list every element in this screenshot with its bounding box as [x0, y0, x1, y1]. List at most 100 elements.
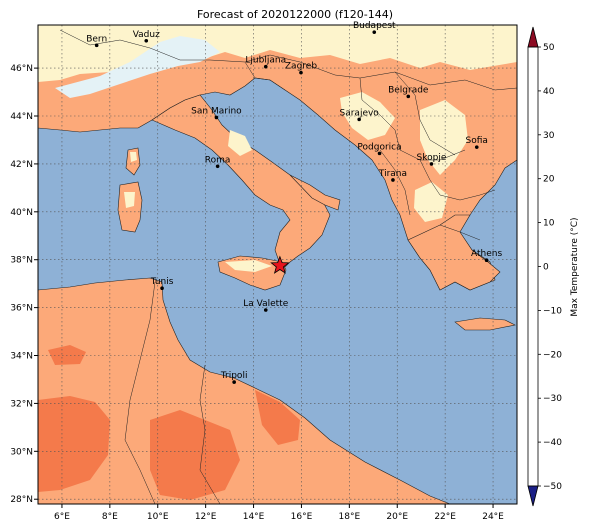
tick-label-lat: 38°N	[10, 256, 33, 266]
city-belgrade: Belgrade	[388, 85, 429, 99]
tick-label-lon: 22°E	[434, 512, 456, 522]
land-north-africa	[38, 277, 451, 504]
tick-label-lat: 28°N	[10, 495, 33, 505]
city-budapest: Budapest	[353, 21, 396, 34]
city-zagreb: Zagreb	[285, 62, 317, 75]
city-tripoli: Tripoli	[220, 371, 248, 384]
city-podgorica: Podgorica	[357, 142, 402, 156]
city-dot	[429, 162, 434, 166]
city-dot	[232, 380, 236, 384]
land-corsica	[125, 147, 141, 176]
cool-zone-sardinia	[124, 192, 135, 208]
cool-zone-alps-west	[38, 25, 517, 82]
tick-label-lat: 46°N	[10, 64, 33, 74]
city-la-valette: La Valette	[243, 299, 289, 312]
city-dot	[357, 117, 361, 122]
city-label: Vaduz	[133, 30, 160, 40]
city-dot	[215, 164, 220, 169]
city-dot	[299, 70, 303, 75]
cool-zone-bulgaria	[420, 100, 468, 175]
city-label: San Marino	[191, 106, 242, 116]
colorbar-tick-label: −40	[543, 438, 562, 448]
city-bern: Bern	[86, 34, 107, 48]
tick-label-lat: 30°N	[10, 447, 33, 457]
star-icon	[270, 255, 290, 274]
colorbar-tick-label: 20	[543, 175, 555, 185]
city-label: Zagreb	[285, 62, 317, 72]
city-label: Podgorica	[357, 142, 401, 152]
tick-label-lat: 42°N	[10, 160, 33, 170]
city-dot	[263, 308, 268, 312]
tick-label-lon: 24°E	[482, 512, 504, 522]
city-dot	[214, 115, 219, 120]
event-marker	[270, 255, 290, 274]
city-label: Tirana	[378, 169, 407, 179]
colorbar-tick-label: 30	[543, 131, 555, 141]
colorbar-tick-label: 50	[543, 43, 555, 53]
city-label: Ljubljana	[245, 56, 286, 66]
city-dot	[372, 30, 377, 34]
city-dot	[474, 145, 479, 149]
city-label: Budapest	[353, 21, 396, 31]
tick-label-lon: 16°E	[291, 512, 313, 522]
city-label: Tripoli	[220, 371, 248, 381]
hot-zone-algeria	[38, 396, 110, 492]
city-dot	[377, 151, 382, 156]
hot-zone-tunisia-coast	[48, 345, 86, 365]
map-area	[38, 25, 517, 504]
city-vaduz: Vaduz	[133, 30, 160, 43]
tick-label-lon: 12°E	[195, 512, 217, 522]
city-ljubljana: Ljubljana	[245, 56, 286, 69]
tick-label-lon: 8°E	[102, 512, 118, 522]
colorbar-tick-label: 40	[543, 87, 555, 97]
city-dot	[144, 39, 149, 43]
land-italy	[151, 94, 331, 271]
land-greece	[407, 214, 501, 291]
colorbar-tick-label: −30	[543, 394, 562, 404]
cold-zone-alps	[55, 36, 220, 98]
colorbar-tick-label: 10	[543, 219, 555, 229]
longitude-ticks: 6°E 8°E 10°E 12°E 14°E 16°E 18°E 20°E 22°E 24°E	[54, 504, 504, 522]
city-dot	[160, 286, 164, 291]
city-label: Tunis	[150, 277, 174, 287]
land-apulia	[289, 174, 341, 211]
city-dot	[263, 64, 268, 69]
city-dot	[94, 43, 99, 48]
city-label: Sofia	[466, 136, 488, 146]
hot-zone-east-libya	[255, 390, 300, 445]
tick-label-lat: 36°N	[10, 304, 33, 314]
colorbar-frame	[527, 46, 539, 487]
colorbar-tick-label: 0	[543, 263, 549, 273]
city-dot	[484, 258, 489, 262]
latitude-ticks: 46°N 44°N 42°N 40°N 38°N 36°N 34°N 32°N 30°N 28°N	[10, 64, 38, 505]
tick-label-lon: 18°E	[339, 512, 361, 522]
tick-label-lat: 44°N	[10, 112, 33, 122]
city-san-marino: San Marino	[191, 106, 242, 120]
city-sarajevo: Sarajevo	[340, 108, 380, 122]
city-label: La Valette	[243, 299, 288, 309]
chart-title: Forecast of 2020122000 (f120-144)	[197, 8, 393, 21]
colorbar-max-extend	[527, 26, 539, 48]
city-label: Sarajevo	[340, 108, 380, 118]
colorbar-tick-label: −50	[543, 482, 562, 492]
city-label: Roma	[205, 155, 231, 165]
city-sofia: Sofia	[466, 136, 488, 149]
tick-label-lon: 20°E	[386, 512, 408, 522]
land-crete	[454, 317, 516, 331]
cool-zone-sicily	[225, 260, 272, 272]
city-dot	[391, 178, 395, 182]
hot-zone-libya	[150, 410, 240, 500]
city-dot	[406, 94, 411, 99]
tick-label-lon: 10°E	[147, 512, 169, 522]
tick-label-lon: 6°E	[54, 512, 70, 522]
colorbar-min-extend	[527, 485, 539, 507]
colorbar: 50 40 30 20 10 0 −10 −20 −30 −40 −50	[527, 26, 562, 507]
city-athens: Athens	[471, 249, 502, 262]
colorbar-label: Max Temperature (°C)	[570, 217, 580, 316]
city-tirana: Tirana	[378, 169, 407, 182]
tick-label-lat: 32°N	[10, 399, 33, 409]
cool-zone-corsica	[130, 152, 137, 162]
city-tunis: Tunis	[150, 277, 174, 291]
